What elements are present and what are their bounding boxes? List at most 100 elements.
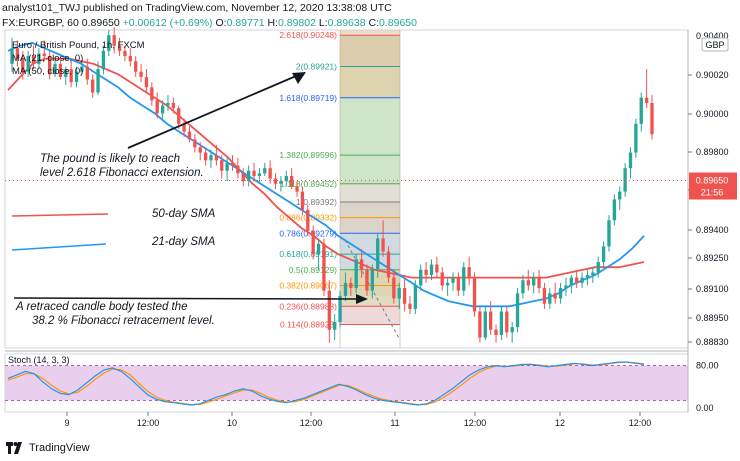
currency-label: GBP (705, 40, 724, 50)
candle-body (139, 71, 143, 77)
candle-body (300, 191, 305, 210)
candle-body (618, 191, 622, 200)
price-change: +0.00612 (+0.69%) (122, 17, 213, 29)
x-axis-label: 12 (555, 418, 565, 428)
candle-body (85, 66, 89, 80)
fib-band (340, 233, 400, 270)
moving-averages (7, 42, 645, 308)
candle-body (193, 139, 197, 148)
candle-body (628, 152, 633, 169)
ohlc-open: 0.89771 (226, 17, 265, 29)
x-axis-label: 12:00 (464, 418, 487, 428)
candle-body (494, 329, 498, 335)
candle-body (53, 63, 57, 75)
candle-body (548, 293, 552, 304)
chart-title: Euro / British Pound, 1h, FXCM (12, 40, 145, 51)
y-axis-label: 0.88950 (696, 313, 729, 323)
candle-body (166, 102, 170, 106)
candle-body (521, 280, 525, 294)
candle-body (639, 97, 643, 124)
candle-body (505, 311, 509, 333)
candle-body (220, 160, 224, 171)
candle-body (585, 275, 590, 278)
candle-body (241, 173, 245, 182)
candle-body (42, 53, 46, 57)
price-tag-countdown: 21:56 (701, 188, 724, 198)
candle-body (295, 186, 299, 192)
candle-body (526, 280, 530, 286)
candle-body (107, 35, 111, 51)
tradingview-footer[interactable]: TradingView (6, 442, 90, 454)
candle-body (558, 288, 563, 299)
last-price: 0.89650 (81, 17, 120, 29)
y-axis-label: 0.89100 (696, 284, 729, 294)
candle-body (402, 288, 407, 304)
ohlc-open-label: O: (215, 17, 227, 29)
candle-body (155, 100, 159, 114)
candle-body (203, 152, 208, 161)
stoch-y-label: 80.00 (696, 361, 719, 371)
sma50-key-line (11, 213, 109, 217)
candle-body (532, 277, 536, 286)
x-axis-label: 12:00 (137, 418, 160, 428)
candle-body (64, 69, 68, 77)
annotation-retrace-1: A retraced candle body tested the (15, 301, 188, 313)
candle-body (612, 199, 617, 221)
candle-body (537, 277, 541, 289)
annotations: Euro / British Pound, 1h, FXCM MA (21, cl… (11, 40, 368, 327)
fib-level-label: 1.382(0.89596) (279, 150, 337, 160)
fib-band (340, 97, 400, 156)
fib-level-label: 1(0.89392) (296, 197, 337, 207)
candle-body (26, 56, 30, 72)
candle-body (112, 35, 116, 46)
candle-body (569, 277, 573, 286)
y-axis-label: 0.88830 (696, 337, 729, 347)
candle-body (564, 285, 568, 289)
candle-body (349, 282, 353, 289)
tradingview-brand: TradingView (29, 442, 90, 454)
ma21-line (7, 42, 645, 308)
fib-band (340, 269, 400, 307)
candle-body (580, 277, 584, 283)
candle-body (601, 246, 606, 262)
candle-body (21, 58, 25, 72)
candle-body (333, 321, 337, 330)
candle-body (246, 170, 251, 182)
candle-body (209, 155, 213, 161)
candle-body (435, 264, 439, 273)
candle-body (575, 277, 579, 283)
y-axis-label-partial: 0.90400 (696, 31, 729, 41)
fib-level-label: 0.236(0.88988) (279, 301, 337, 311)
candle-body (74, 71, 79, 83)
candle-body (386, 251, 391, 278)
candle-body (182, 123, 186, 132)
candle-body (101, 50, 106, 70)
price-axis: 9 12:00 10 12:00 11 12:00 12 12:00 0.90020 0.9000… (5, 30, 737, 428)
candle-body (623, 168, 627, 192)
candle-body (252, 170, 256, 176)
candle-body (236, 165, 240, 174)
y-axis-label: 0.89800 (696, 147, 729, 157)
ma50-legend: MA (50, close, 0) (12, 66, 83, 77)
candle-body (445, 282, 450, 286)
ohlc-high-label: H: (267, 17, 278, 29)
candle-body (230, 162, 235, 166)
y-axis-label: 0.89400 (696, 225, 729, 235)
stochastic-oscillator: Stoch (14, 3, 3) (5, 355, 688, 406)
candle-body (429, 264, 434, 276)
y-axis-label: 0.90000 (696, 109, 729, 119)
candle-body (381, 238, 385, 252)
ma21-legend: MA (21, close, 0) (12, 53, 83, 64)
candle-body (284, 175, 288, 182)
x-axis-label: 12:00 (300, 418, 323, 428)
candle-body (123, 50, 127, 57)
candle-body (268, 168, 272, 179)
fib-level-label: 0.5(0.89129) (289, 265, 337, 275)
candle-body (322, 243, 326, 291)
candle-body (117, 45, 122, 51)
fib-band (340, 66, 400, 98)
candle-body (31, 56, 36, 64)
price-tag (689, 172, 737, 200)
ma50-line (7, 57, 645, 279)
